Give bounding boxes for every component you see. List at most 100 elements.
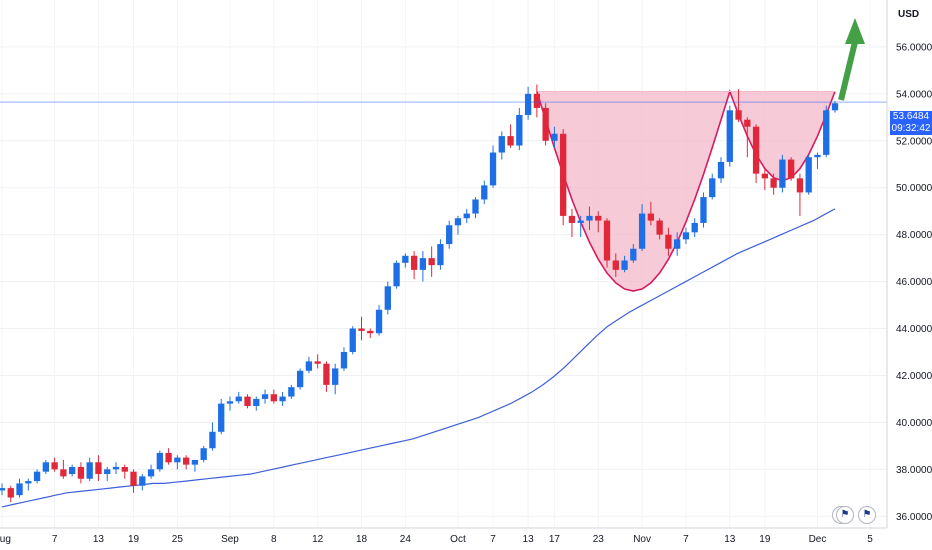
candle-body — [577, 220, 584, 223]
candle-body — [402, 255, 409, 263]
candle-body — [595, 215, 602, 221]
candle-body — [674, 239, 681, 249]
y-tick-label: 36.0000 — [896, 512, 932, 523]
y-tick-label: 42.0000 — [896, 371, 932, 382]
candle-body — [68, 466, 76, 475]
candle-body — [191, 459, 199, 465]
candle-body — [542, 107, 549, 141]
x-tick-label: Oct — [450, 534, 466, 545]
candle-body — [253, 398, 260, 406]
candle-body — [226, 401, 234, 404]
candle-body — [551, 133, 558, 141]
x-tick-label: 23 — [593, 534, 605, 545]
candle-body — [104, 469, 111, 475]
candle-body — [296, 370, 304, 388]
x-tick-label: 7 — [52, 534, 58, 545]
x-axis-ticks: Aug 7 13 19 25 Sep 8 12 18 24 Oct 7 13 17 23 Nov 7 13 19 De… — [0, 534, 873, 545]
candle-body — [235, 396, 242, 402]
x-tick-label: 17 — [549, 534, 561, 545]
candle-body — [647, 213, 655, 221]
countdown-value: 09:32:42 — [891, 123, 931, 134]
x-tick-label: 7 — [490, 534, 496, 545]
x-tick-label: 19 — [128, 534, 140, 545]
x-tick-label: 7 — [683, 534, 689, 545]
current-price-value: 53.6484 — [892, 111, 930, 122]
candle-body — [463, 213, 470, 219]
candle-body — [524, 93, 532, 115]
breakout-arrow — [838, 18, 865, 101]
x-tick-label: 18 — [356, 534, 368, 545]
candle-body — [560, 133, 567, 216]
x-tick-label: 13 — [93, 534, 105, 545]
candle-body — [367, 330, 374, 334]
candle-body — [410, 255, 418, 270]
y-tick-label: 52.0000 — [896, 136, 932, 147]
y-tick-label: 54.0000 — [896, 89, 932, 100]
grid — [0, 0, 887, 528]
candle-body — [77, 466, 85, 479]
candle-body — [507, 136, 514, 146]
candle-body — [612, 260, 619, 270]
candle-body — [489, 152, 497, 186]
us-flag-icon[interactable]: ⚑ — [858, 506, 876, 524]
candle-body — [630, 248, 637, 261]
currency-label: USD — [898, 9, 919, 20]
candle-body — [60, 469, 67, 477]
x-tick-label: Dec — [809, 534, 827, 545]
y-tick-label: 40.0000 — [896, 418, 932, 429]
candle-body — [814, 154, 821, 158]
candle-body — [349, 328, 356, 352]
candle-body — [788, 159, 795, 179]
candle-body — [209, 431, 216, 449]
x-tick-label: Nov — [633, 534, 651, 545]
candle-body — [261, 394, 269, 399]
candle-body — [744, 119, 751, 127]
candle-body — [340, 352, 348, 369]
candle-body — [305, 361, 313, 371]
x-tick-label: Sep — [221, 534, 239, 545]
x-tick-label: 5 — [867, 534, 873, 545]
candle-body — [823, 110, 830, 155]
current-price-badge: 53.6484 09:32:42 — [890, 111, 932, 135]
candle-body — [16, 483, 23, 496]
y-tick-label: 46.0000 — [896, 277, 932, 288]
moving-average — [1, 208, 836, 508]
candle-body — [121, 466, 128, 472]
candle-body — [656, 220, 663, 235]
candle-body — [770, 178, 777, 188]
x-tick-label: 13 — [724, 534, 736, 545]
candle-body — [384, 286, 391, 310]
candle-body — [147, 469, 155, 477]
candle-body — [95, 462, 102, 475]
candle-body — [700, 197, 707, 223]
x-tick-label: 13 — [523, 534, 535, 545]
y-tick-label: 38.0000 — [896, 465, 932, 476]
candle-body — [130, 471, 137, 486]
candle-body — [33, 471, 41, 482]
candle-body — [779, 159, 786, 188]
candle-body — [7, 488, 14, 498]
candle-body — [393, 262, 400, 287]
y-tick-label: 56.0000 — [896, 42, 932, 53]
candle-body — [288, 387, 295, 397]
y-axis-ticks: 36.0000 38.0000 40.0000 42.0000 44.0000 46.00… — [896, 42, 932, 522]
x-tick-label: 12 — [312, 534, 324, 545]
arrow-shaft — [838, 41, 858, 101]
candle-body — [314, 361, 321, 364]
candle-body — [139, 476, 146, 486]
us-flag-icon[interactable]: ⚑ — [836, 506, 854, 524]
pattern-fill — [536, 91, 835, 291]
candle-body — [358, 328, 365, 331]
y-tick-label: 50.0000 — [896, 183, 932, 194]
candle-body — [682, 232, 690, 240]
candle-body — [182, 457, 190, 465]
candle-body — [533, 93, 541, 108]
candle-body — [42, 462, 49, 472]
candle-body — [752, 126, 760, 174]
candle-body — [244, 396, 251, 406]
candle-body — [761, 173, 769, 179]
candle-body — [735, 110, 742, 120]
candle-body — [568, 215, 576, 223]
